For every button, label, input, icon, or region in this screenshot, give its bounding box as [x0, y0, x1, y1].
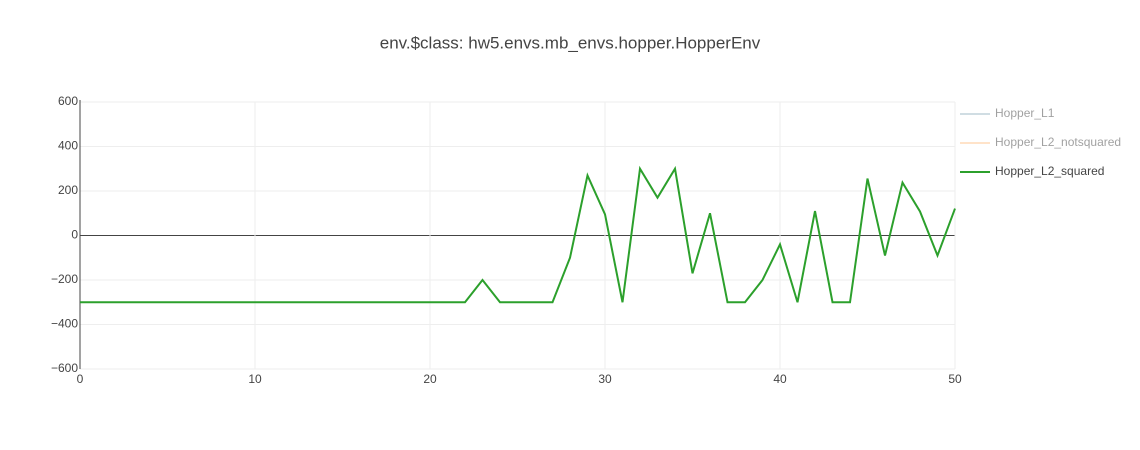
y-tick-label: −200	[51, 272, 78, 286]
x-tick-label: 50	[948, 372, 962, 386]
y-tick-label: −600	[51, 361, 78, 375]
legend-label: Hopper_L2_notsquared	[995, 135, 1121, 149]
y-tick-label: −400	[51, 317, 78, 331]
y-tick-label: 400	[58, 139, 78, 153]
chart-title: env.$class: hw5.envs.mb_envs.hopper.Hopp…	[380, 33, 761, 52]
x-tick-label: 10	[248, 372, 262, 386]
y-tick-label: 200	[58, 183, 78, 197]
y-tick-label: 0	[71, 228, 78, 242]
x-tick-label: 40	[773, 372, 787, 386]
x-tick-label: 0	[77, 372, 84, 386]
legend-label: Hopper_L2_squared	[995, 164, 1104, 178]
legend-label: Hopper_L1	[995, 106, 1055, 120]
line-series	[80, 165, 956, 304]
x-tick-label: 30	[598, 372, 612, 386]
x-tick-label: 20	[423, 372, 437, 386]
y-tick-label: 600	[58, 94, 78, 108]
